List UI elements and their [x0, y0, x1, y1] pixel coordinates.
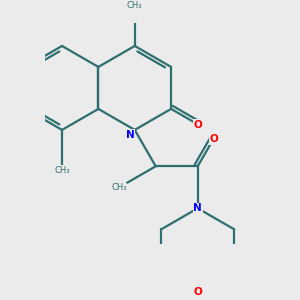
Text: N: N	[193, 203, 202, 213]
Text: CH₃: CH₃	[127, 1, 142, 10]
Text: O: O	[193, 287, 202, 297]
Text: O: O	[209, 134, 218, 144]
Text: CH₃: CH₃	[54, 166, 70, 175]
Text: O: O	[194, 120, 203, 130]
Text: CH₃: CH₃	[111, 183, 127, 192]
Text: N: N	[126, 130, 135, 140]
